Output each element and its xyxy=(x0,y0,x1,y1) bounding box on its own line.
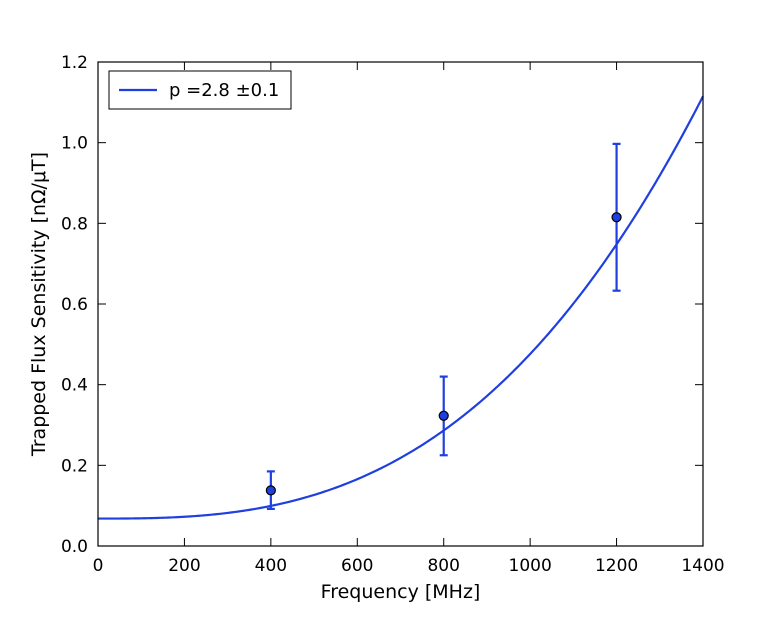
x-tick-label: 1200 xyxy=(595,556,638,576)
x-tick-label: 1400 xyxy=(681,556,724,576)
x-tick-label: 200 xyxy=(168,556,200,576)
data-point xyxy=(265,485,276,496)
x-axis-ticks: 0 200 400 600 800 1000 1200 1400 xyxy=(93,62,725,576)
y-tick-label: 0.4 xyxy=(61,376,88,396)
x-axis-label: Frequency [MHz] xyxy=(321,581,481,603)
x-tick-label: 800 xyxy=(427,556,459,576)
y-tick-label: 0.2 xyxy=(61,456,88,476)
point-layer xyxy=(265,212,622,496)
y-tick-label: 1.2 xyxy=(61,53,88,73)
y-tick-label: 0.8 xyxy=(61,214,88,234)
x-tick-label: 400 xyxy=(255,556,287,576)
x-tick-label: 0 xyxy=(93,556,104,576)
fit-curve xyxy=(98,95,704,520)
x-tick-label: 600 xyxy=(341,556,373,576)
legend-entry: p =2.8 ±0.1 xyxy=(169,80,279,101)
legend: p =2.8 ±0.1 xyxy=(108,70,292,110)
y-axis-label: Trapped Flux Sensitivity [nΩ/μT] xyxy=(28,152,50,457)
y-tick-label: 0.0 xyxy=(61,537,88,557)
data-point xyxy=(438,410,449,421)
x-tick-label: 1000 xyxy=(509,556,552,576)
y-axis-ticks: 0.0 0.2 0.4 0.6 0.8 1.0 1.2 xyxy=(61,53,703,557)
y-tick-label: 1.0 xyxy=(61,134,88,154)
y-tick-label: 0.6 xyxy=(61,295,88,315)
fit-layer xyxy=(98,95,704,520)
data-point xyxy=(611,212,622,223)
